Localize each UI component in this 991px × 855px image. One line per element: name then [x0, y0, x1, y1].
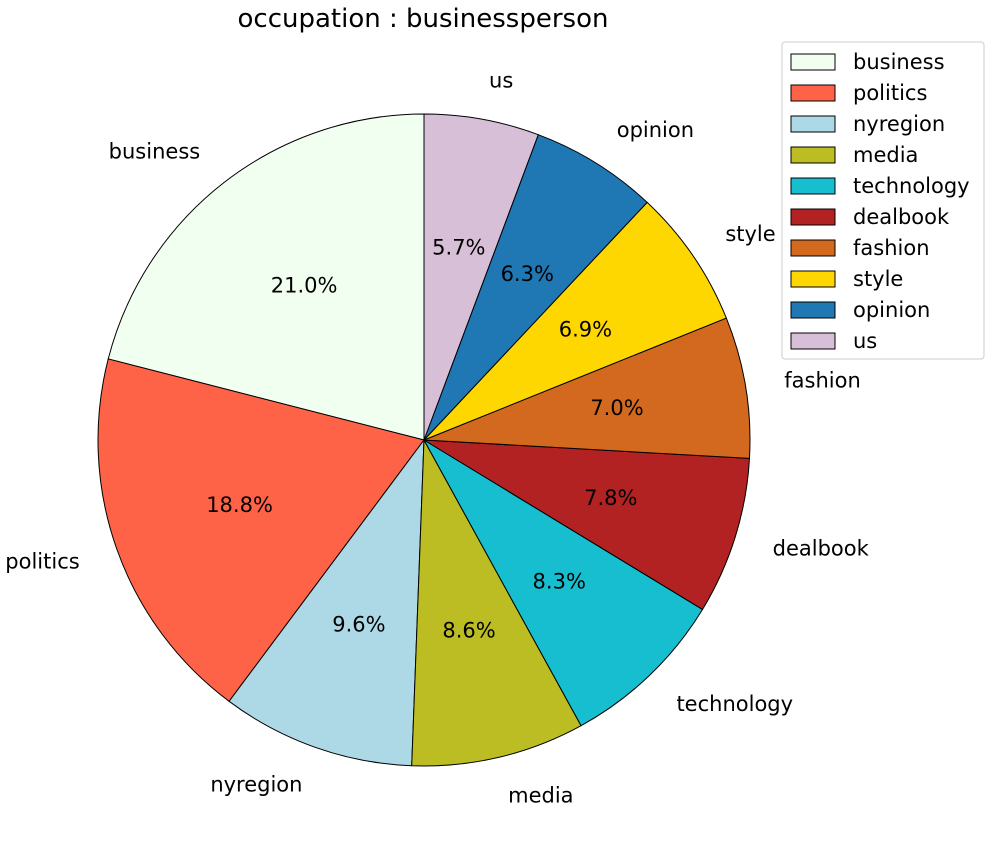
pct-label-media: 8.6%: [442, 618, 495, 642]
slice-label-dealbook: dealbook: [773, 536, 870, 560]
legend-label-technology: technology: [853, 174, 970, 198]
slice-label-us: us: [489, 69, 513, 93]
pct-label-politics: 18.8%: [206, 493, 273, 517]
slice-label-media: media: [508, 783, 573, 807]
pct-label-business: 21.0%: [271, 273, 338, 297]
pie-slice-nyregion: [228, 439, 425, 767]
pct-label-dealbook: 7.8%: [584, 486, 637, 510]
legend-label-media: media: [853, 143, 918, 167]
legend-swatch-politics: [790, 84, 836, 102]
legend-label-style: style: [853, 267, 903, 291]
legend-swatch-nyregion: [790, 115, 836, 133]
slice-label-style: style: [725, 222, 775, 246]
pie-slice-technology: [423, 439, 703, 727]
pct-label-fashion: 7.0%: [590, 396, 643, 420]
pct-label-technology: 8.3%: [533, 569, 586, 593]
legend-label-business: business: [853, 50, 945, 74]
legend-swatch-dealbook: [790, 208, 836, 226]
slice-label-opinion: opinion: [617, 118, 694, 142]
legend-swatch-style: [790, 270, 836, 288]
legend-label-politics: politics: [853, 81, 927, 105]
pie-slices: [97, 113, 751, 767]
pct-label-us: 5.7%: [432, 236, 485, 260]
pct-label-nyregion: 9.6%: [332, 612, 385, 636]
pie-slice-media: [411, 439, 582, 767]
legend-label-fashion: fashion: [853, 236, 930, 260]
pie-slice-dealbook: [423, 439, 750, 610]
slice-label-business: business: [109, 139, 201, 163]
pct-label-opinion: 6.3%: [501, 262, 554, 286]
legend-label-opinion: opinion: [853, 298, 930, 322]
pie-slice-us: [423, 113, 539, 441]
pie-slice-fashion: [423, 317, 751, 459]
legend-swatch-media: [790, 146, 836, 164]
chart-title: occupation : businessperson: [238, 4, 609, 34]
slice-label-fashion: fashion: [784, 369, 861, 393]
legend-label-dealbook: dealbook: [853, 205, 950, 229]
pct-label-style: 6.9%: [559, 318, 612, 342]
legend-swatch-us: [790, 332, 836, 350]
slice-label-nyregion: nyregion: [210, 772, 302, 796]
slice-label-technology: technology: [676, 692, 793, 716]
legend-swatch-fashion: [790, 239, 836, 257]
pie-slice-business: [107, 113, 425, 441]
pie-slice-politics: [97, 358, 425, 702]
percentage-labels: 21.0% 18.8% 9.6% 8.6% 8.3% 7.8% 7.0% 6.9% 6.3% 5.…: [206, 236, 643, 643]
pie-slice-style: [423, 201, 727, 441]
pie-slice-opinion: [423, 134, 648, 441]
slice-category-labels: business politics nyregion media technology d…: [5, 69, 869, 808]
legend-swatch-opinion: [790, 301, 836, 319]
legend-swatch-business: [790, 53, 836, 71]
legend-label-us: us: [853, 329, 877, 353]
legend: business politics nyregion media technology d…: [781, 41, 985, 360]
slice-label-politics: politics: [5, 550, 79, 574]
legend-swatch-technology: [790, 177, 836, 195]
legend-label-nyregion: nyregion: [853, 112, 945, 136]
